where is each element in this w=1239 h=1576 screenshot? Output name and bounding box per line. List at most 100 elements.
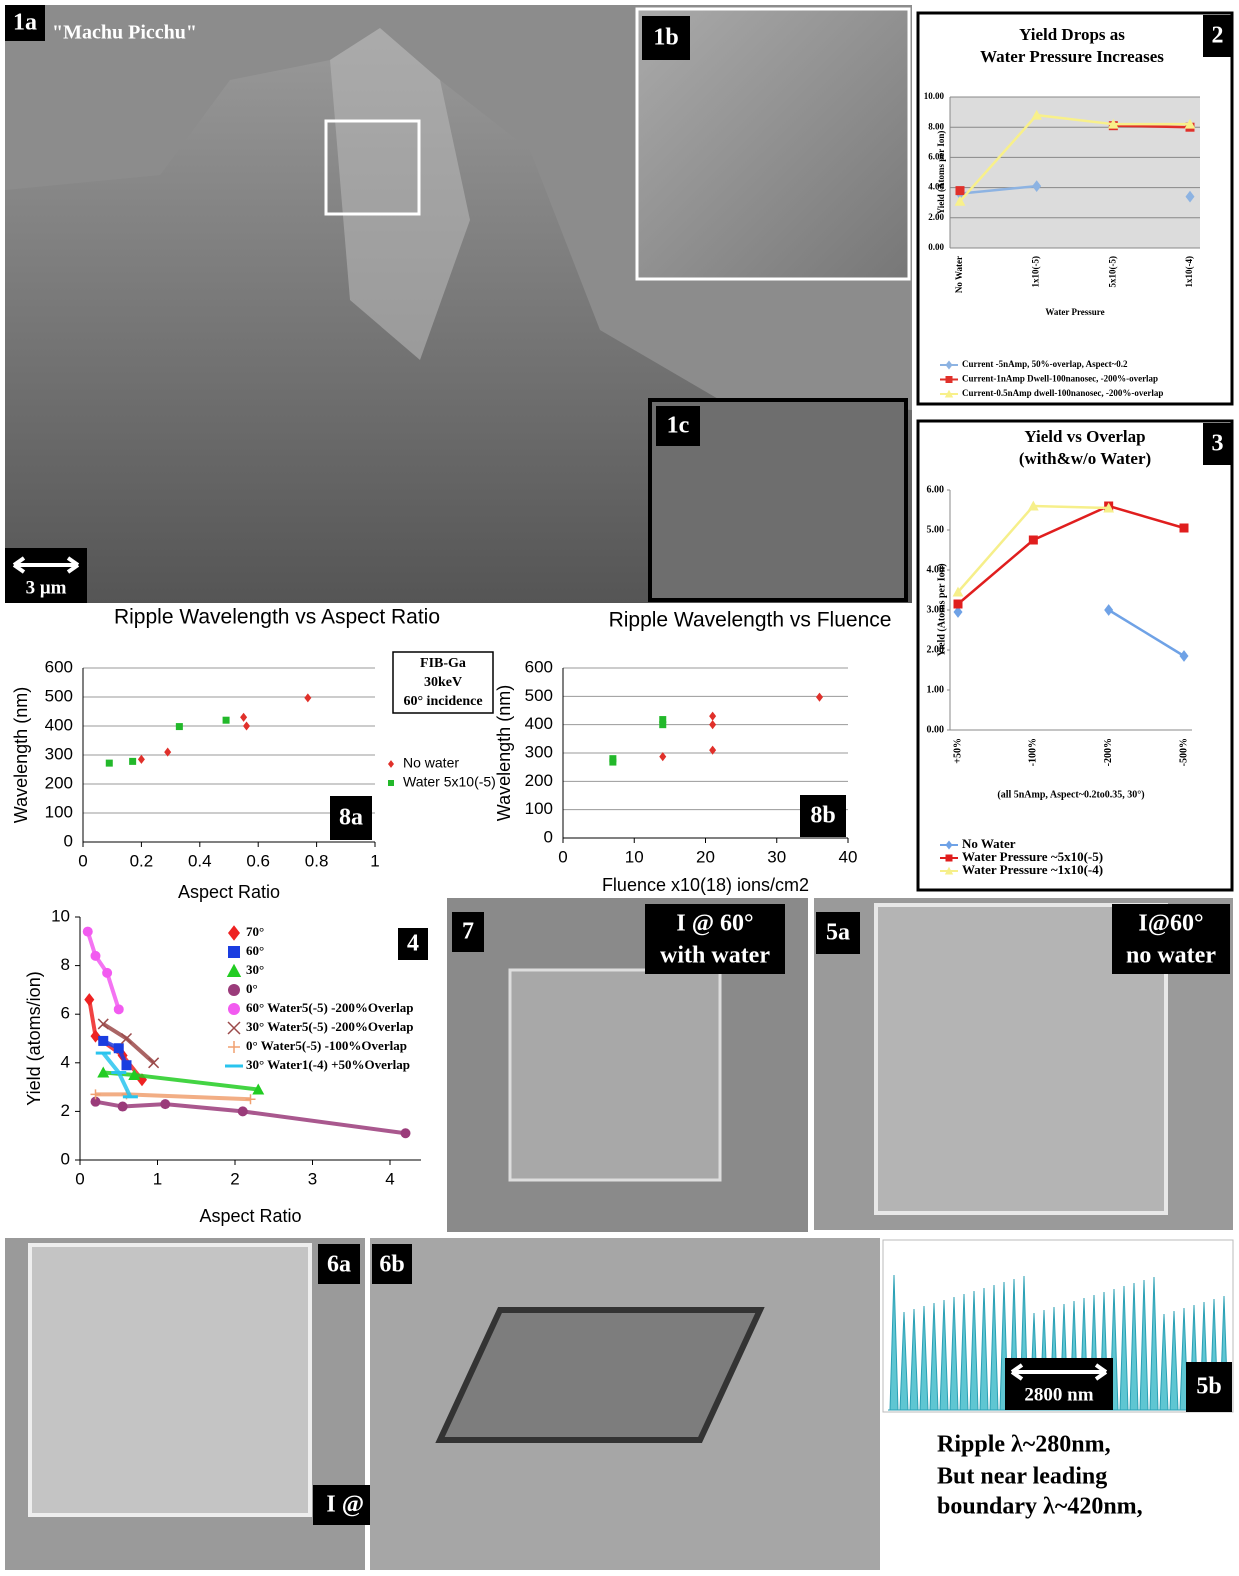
panel-label: 4 — [407, 931, 419, 957]
trend-line — [96, 1094, 251, 1099]
panel-label: 5b — [1196, 1374, 1221, 1400]
marker — [228, 984, 240, 996]
x-tick-label: 0 — [558, 847, 567, 866]
marker — [91, 1089, 101, 1099]
marker — [122, 1060, 132, 1070]
y-tick-label: 2 — [61, 1101, 70, 1120]
panel-label: 5a — [826, 920, 850, 946]
x-tick-label: 30 — [767, 847, 786, 866]
x-tick-label: 5x10(-5) — [1107, 256, 1117, 288]
legend-label: 70° — [246, 924, 264, 939]
x-tick-label: +50% — [952, 738, 963, 764]
y-tick-label: 500 — [525, 686, 553, 705]
x-tick-label: -500% — [1178, 738, 1189, 766]
x-tick-label: 10 — [625, 847, 644, 866]
y-axis-title: Wavelength (nm) — [494, 685, 514, 821]
x-tick-label: 0.2 — [130, 851, 154, 870]
marker — [228, 1003, 240, 1015]
y-tick-label: 10 — [51, 906, 70, 925]
panel-6b: 6b — [370, 1238, 880, 1570]
marker — [84, 993, 94, 1006]
marker — [709, 712, 716, 721]
note: Ripple λ~280nm, — [937, 1432, 1111, 1458]
y-tick-label: 400 — [525, 714, 553, 733]
y-tick-label: 1.00 — [927, 684, 945, 695]
marker — [956, 186, 965, 195]
marker — [609, 755, 616, 762]
marker — [98, 1036, 108, 1046]
trend-line — [96, 1102, 406, 1134]
marker — [709, 720, 716, 729]
panel-label: 1b — [653, 25, 678, 51]
caption: I @ 60° — [676, 911, 753, 937]
marker — [223, 717, 230, 724]
marker — [1029, 536, 1038, 545]
y-tick-label: 0.00 — [927, 724, 945, 735]
legend-label: 30° Water1(-4) +50%Overlap — [246, 1057, 410, 1072]
panel-6a: 6a I @ 80° — [5, 1238, 418, 1570]
x-axis-title: Aspect Ratio — [178, 882, 280, 902]
y-axis-title: Yield (Atoms per Ion) — [936, 131, 946, 215]
panel-label: 1a — [13, 10, 37, 36]
marker — [228, 1041, 240, 1053]
crater — [30, 1245, 310, 1515]
x-tick-label: 40 — [839, 847, 858, 866]
marker — [1180, 524, 1189, 533]
marker — [114, 1004, 124, 1014]
marker — [388, 780, 394, 786]
x-tick-label: 2 — [230, 1169, 239, 1188]
legend-label: No water — [403, 755, 459, 771]
crater — [510, 970, 720, 1180]
marker — [149, 1058, 159, 1068]
marker — [228, 946, 240, 958]
panel-label: 7 — [462, 919, 474, 945]
y-tick-label: 300 — [45, 744, 73, 763]
marker — [946, 376, 953, 383]
x-tick-label: -100% — [1028, 738, 1039, 766]
y-tick-label: 400 — [45, 715, 73, 734]
y-tick-label: 600 — [525, 657, 553, 676]
y-tick-label: 100 — [45, 802, 73, 821]
marker — [240, 713, 247, 722]
y-tick-label: 4 — [61, 1052, 70, 1071]
legend-label: Current-1nAmp Dwell-100nanosec, -200%-ov… — [962, 374, 1158, 384]
caption: with water — [660, 943, 770, 969]
marker — [129, 758, 136, 765]
y-tick-label: 200 — [45, 773, 73, 792]
marker — [228, 1022, 240, 1034]
y-tick-label: 0 — [61, 1149, 70, 1168]
chart-title: Ripple Wavelength vs Fluence — [609, 609, 892, 632]
note: But near leading — [937, 1464, 1107, 1490]
x-tick-label: 1 — [370, 851, 379, 870]
legend-label: 30° — [246, 962, 264, 977]
panel-5a: 5a I@60° no water — [814, 898, 1233, 1230]
y-tick-label: 600 — [45, 657, 73, 676]
y-tick-label: 8 — [61, 955, 70, 974]
chart-title: (with&w/o Water) — [1019, 449, 1151, 468]
marker — [160, 1099, 170, 1109]
x-tick-label: 0 — [75, 1169, 84, 1188]
annotation: FIB-Ga — [420, 656, 466, 671]
marker — [946, 855, 953, 862]
y-tick-label: 0 — [64, 831, 73, 850]
y-tick-label: 6 — [61, 1004, 70, 1023]
marker — [176, 723, 183, 730]
panel-label: 3 — [1212, 431, 1224, 457]
marker — [118, 1102, 128, 1112]
x-tick-label: 1 — [153, 1169, 162, 1188]
x-tick-label: 20 — [696, 847, 715, 866]
x-axis-title: Water Pressure — [1045, 307, 1104, 317]
legend-label: Water Pressure ~1x10(-4) — [962, 862, 1103, 877]
y-tick-label: 100 — [525, 799, 553, 818]
annotation: 60° incidence — [403, 694, 482, 709]
crater — [440, 1310, 760, 1440]
x-tick-label: 0.8 — [305, 851, 329, 870]
marker — [954, 600, 963, 609]
y-axis-title: Wavelength (nm) — [11, 687, 31, 823]
y-tick-label: 500 — [45, 686, 73, 705]
chart-title: Water Pressure Increases — [980, 47, 1164, 66]
panel-label: 2 — [1212, 23, 1224, 49]
note: boundary λ~420nm, — [937, 1494, 1143, 1520]
x-tick-label: No Water — [954, 256, 964, 293]
panel-label: 6a — [327, 1252, 351, 1278]
